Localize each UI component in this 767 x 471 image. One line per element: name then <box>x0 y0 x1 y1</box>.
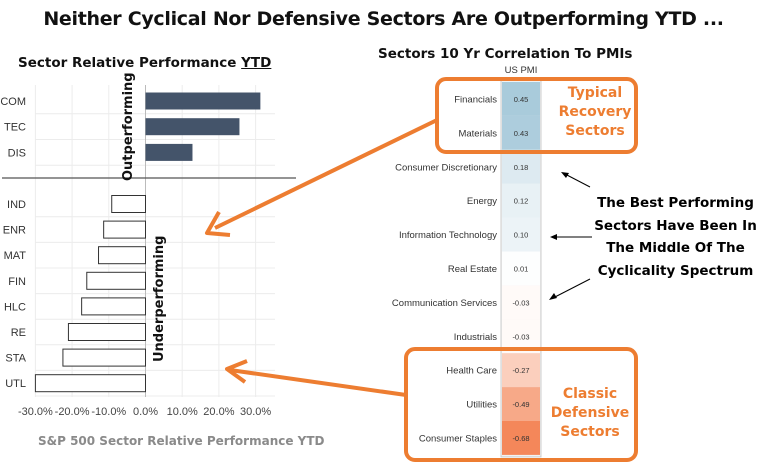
heatmap-cell <box>502 387 540 421</box>
heatmap-row-label: Energy <box>467 196 497 207</box>
underperforming-label: Underperforming <box>152 235 167 362</box>
best-performing-note: The Best Performing Sectors Have Been In… <box>594 195 757 279</box>
right-chart-title: Sectors 10 Yr Correlation To PMIs <box>378 46 633 62</box>
heatmap-value: 0.01 <box>514 264 529 273</box>
heatmap-cell <box>502 183 540 218</box>
x-tick-label: -10.0% <box>91 406 126 418</box>
orange-arrow-bottom <box>229 368 407 397</box>
left-chart-title: Sector Relative Performance YTD <box>18 55 271 71</box>
category-label: UTL <box>5 378 26 390</box>
orange-arrowhead-bottom <box>225 359 248 384</box>
heatmap-value: -0.03 <box>512 332 529 341</box>
defensive-box <box>404 347 638 462</box>
x-tick-label: 30.0% <box>240 406 271 418</box>
heatmap-row-label: Information Technology <box>399 230 497 241</box>
heatmap-row-label: Health Care <box>446 366 497 377</box>
heatmap-cell <box>502 421 540 455</box>
x-tick-label: 20.0% <box>203 406 234 418</box>
bar-ind <box>111 195 146 213</box>
heatmap-cell <box>502 149 540 184</box>
bar-dis <box>145 143 193 161</box>
heatmap: US PMI 0.45 Financials 0.43 Materials 0.18 Con… <box>392 65 542 458</box>
recovery-box <box>435 77 638 154</box>
category-label: COM <box>0 96 26 108</box>
x-tick-label: -20.0% <box>55 406 90 418</box>
orange-arrow-top <box>214 118 438 230</box>
bar-re <box>67 323 146 341</box>
category-label: TEC <box>4 122 26 134</box>
bar-tec <box>145 118 240 136</box>
heatmap-row-label: Consumer Discretionary <box>395 162 497 173</box>
heatmap-cell <box>502 285 540 320</box>
heatmap-value: 0.45 <box>514 95 529 104</box>
orange-arrowhead-top <box>205 211 231 237</box>
bar-utl <box>34 374 146 393</box>
category-label: HLC <box>4 301 26 313</box>
recovery-sectors-label: Typical Recovery Sectors <box>558 85 632 139</box>
category-label: RE <box>11 327 26 339</box>
bar-enr <box>103 220 147 239</box>
heatmap-row-label: Real Estate <box>448 264 497 275</box>
heatmap-value: 0.43 <box>514 129 529 138</box>
heatmap-cell <box>502 82 540 116</box>
category-label: STA <box>5 353 26 365</box>
heatmap-cell <box>502 217 540 252</box>
black-arrowhead-3 <box>549 293 557 300</box>
heatmap-value: -0.03 <box>512 298 529 307</box>
category-label: IND <box>7 199 26 211</box>
left-title-underlined: YTD <box>241 55 272 71</box>
category-label: ENR <box>3 225 26 237</box>
black-arrowhead-2 <box>550 234 557 240</box>
category-label: MAT <box>4 250 27 262</box>
heatmap-value: -0.27 <box>512 366 529 375</box>
page-title: Neither Cyclical Nor Defensive Sectors A… <box>43 8 724 30</box>
bar-fin <box>86 271 146 290</box>
left-title-text: Sector Relative Performance <box>18 55 242 71</box>
heatmap-row-label: Communication Services <box>392 298 497 309</box>
x-tick-label: 0.0% <box>133 406 158 418</box>
heatmap-value: 0.12 <box>514 197 529 206</box>
column-header: US PMI <box>505 65 538 76</box>
heatmap-row-label: Consumer Staples <box>419 433 497 444</box>
bar-hlc <box>81 297 146 316</box>
bar-chart: COM TEC DIS IND ENR MAT FIN HLC RE STA UTL -30.0% -2… <box>0 85 296 418</box>
heatmap-row-label: Financials <box>454 94 497 105</box>
heatmap-row-label: Utilities <box>466 400 497 411</box>
black-arrow-3 <box>552 278 591 299</box>
heatmap-cell <box>502 115 540 150</box>
bar-mat <box>98 246 147 265</box>
heatmap-row-label: Industrials <box>454 332 498 343</box>
black-arrow-1 <box>564 173 591 188</box>
outperforming-label: Outperforming <box>121 72 136 181</box>
category-label: FIN <box>8 276 26 288</box>
heatmap-value: -0.49 <box>512 400 529 409</box>
heatmap-value: 0.10 <box>514 231 529 240</box>
chart-footer: S&P 500 Sector Relative Performance YTD <box>38 434 325 448</box>
black-arrowhead-1 <box>561 172 569 178</box>
heatmap-value: -0.68 <box>512 434 529 443</box>
category-label: DIS <box>8 147 26 159</box>
heatmap-value: 0.18 <box>514 163 529 172</box>
bar-com <box>145 92 261 110</box>
heatmap-row-label: Materials <box>458 128 497 139</box>
annotations <box>205 77 638 462</box>
x-tick-label: 10.0% <box>167 406 198 418</box>
heatmap-cell <box>502 353 540 388</box>
bar-sta <box>62 348 146 367</box>
x-tick-label: -30.0% <box>18 406 53 418</box>
heatmap-cell <box>502 251 540 286</box>
defensive-sectors-label: Classic Defensive Sectors <box>550 386 630 440</box>
